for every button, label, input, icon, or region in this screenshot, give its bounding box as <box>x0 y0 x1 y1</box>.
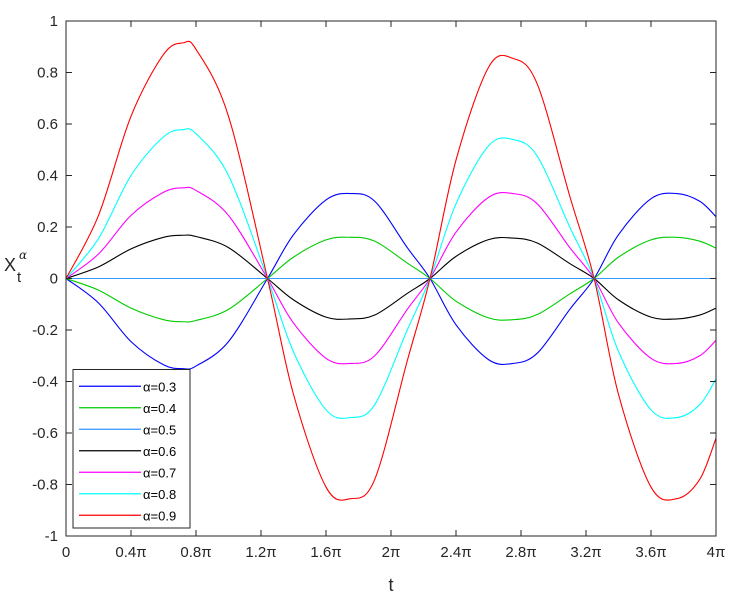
series-line-7 <box>65 40 717 501</box>
x-tick-label: 3.6π <box>635 544 666 561</box>
y-tick-label: 0.2 <box>37 219 58 236</box>
x-tick-label: 1.2π <box>245 544 276 561</box>
y-tick-label: 0.8 <box>37 65 58 82</box>
x-tick-label: 2.8π <box>505 544 536 561</box>
series-layer <box>65 40 717 501</box>
series-line-1 <box>65 192 717 370</box>
series-line-4 <box>65 234 717 320</box>
y-tick-label: -1 <box>45 528 58 545</box>
legend-entry-label: α=0.9 <box>143 508 176 523</box>
legend-entry-label: α=0.7 <box>143 465 176 480</box>
legend-entry-label: α=0.3 <box>143 379 176 394</box>
x-tick-label: 0 <box>62 544 70 561</box>
y-tick-label: 1 <box>50 13 58 30</box>
x-tick-label: 1.6π <box>310 544 341 561</box>
series-line-2 <box>65 236 717 323</box>
series-line-6 <box>65 128 717 419</box>
legend-entry-label: α=0.5 <box>143 422 176 437</box>
x-tick-label: 0.8π <box>180 544 211 561</box>
y-tick-label: 0 <box>50 271 58 288</box>
y-tick-label: -0.2 <box>32 322 58 339</box>
legend-entry-label: α=0.6 <box>143 444 176 459</box>
legend-entry-label: α=0.4 <box>143 401 176 416</box>
y-tick-label: -0.6 <box>32 425 58 442</box>
legend-entry-label: α=0.8 <box>143 487 176 502</box>
y-tick-label: 0.6 <box>37 116 58 133</box>
y-axis-title-main: X <box>4 255 16 275</box>
x-tick-label: 2.4π <box>440 544 471 561</box>
x-tick-label: 3.2π <box>570 544 601 561</box>
legend-box <box>72 369 191 529</box>
x-tick-label: 2π <box>382 544 401 561</box>
legend: α=0.3 α=0.4 α=0.5 α=0.6 α=0.7 α=0.8 α=0.9 <box>72 369 191 529</box>
y-axis-title-subscript: t <box>17 269 22 286</box>
y-tick-label: 0.4 <box>37 168 58 185</box>
x-axis-title: t <box>388 575 393 595</box>
y-tick-label: -0.8 <box>32 477 58 494</box>
axes-layer: 0 0.4π 0.8π 1.2π 1.6π 2π 2.4π 2.8π 3.2π 3.6π 4π -1 -… <box>32 13 725 561</box>
x-tick-label: 0.4π <box>115 544 146 561</box>
y-axis-title: X t α <box>4 248 27 286</box>
y-axis-title-superscript: α <box>19 248 27 262</box>
series-line-5 <box>65 186 717 365</box>
x-tick-label: 4π <box>707 544 726 561</box>
y-tick-label: -0.4 <box>32 374 58 391</box>
